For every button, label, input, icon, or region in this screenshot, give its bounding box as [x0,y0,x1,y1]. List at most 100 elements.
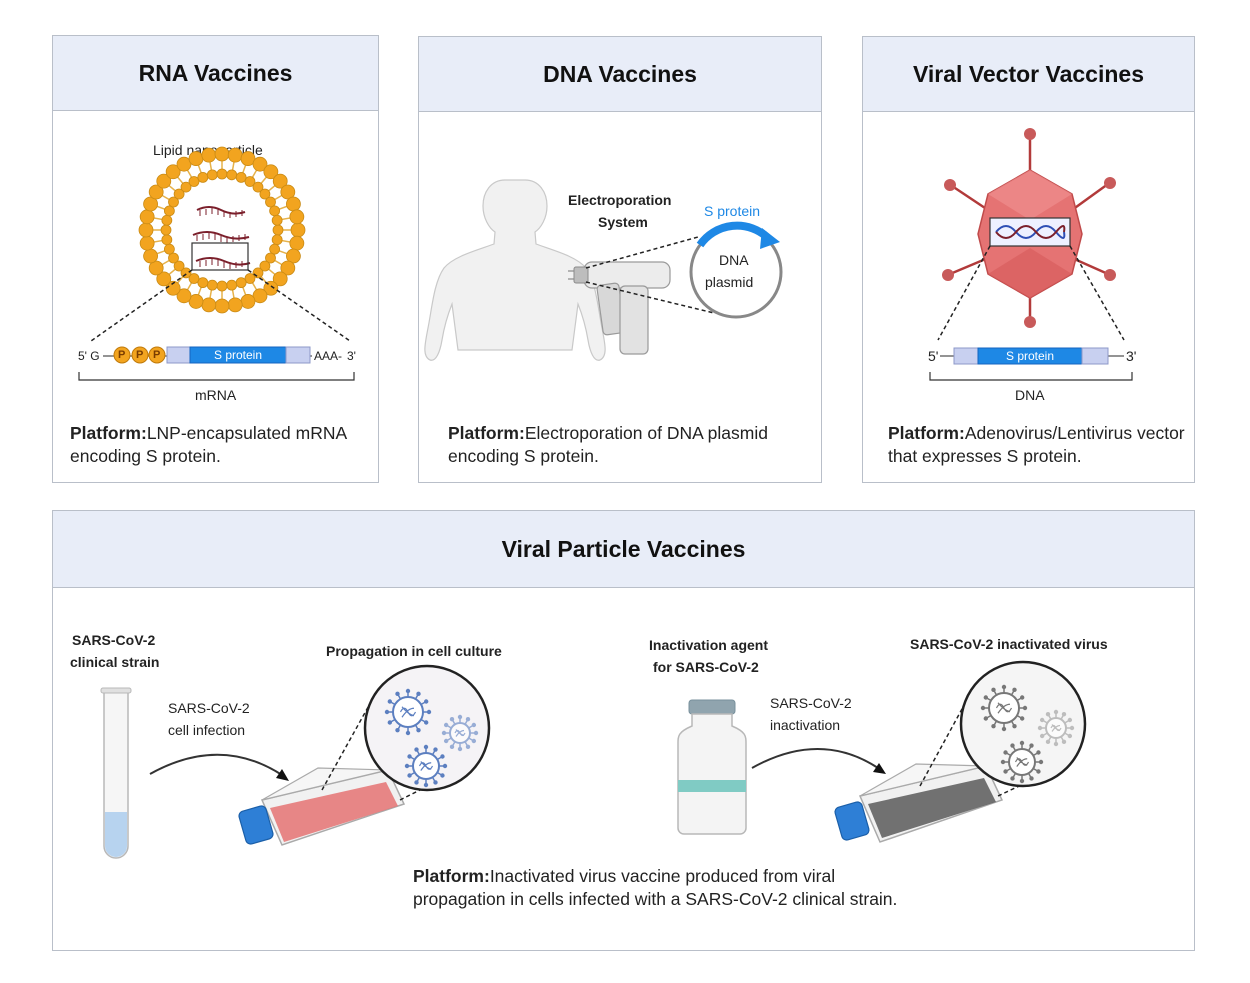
infection-arrow-head [276,769,289,781]
virus-particle-icon [404,744,448,788]
dna-panel-title: DNA Vaccines [419,37,821,112]
rna-strand-label: mRNA [195,387,237,403]
test-tube-icon [100,687,132,859]
lipid-head [259,260,271,272]
inactivated-virus-group [980,684,1075,784]
lipid-head [286,248,301,264]
lipid-head [259,188,271,200]
inactivation-label-line1: SARS-CoV-2 [770,695,852,711]
rna-platform-body: LNP-encapsulated mRNA encoding S protein… [70,423,347,467]
particle-platform-heading: Platform: [413,866,490,886]
inactivation-arrow [751,748,879,769]
virus-particle-icon [441,714,479,752]
vector-three-prime: 3' [1126,348,1137,364]
particle-platform-line2: propagation in cells infected with a SAR… [413,889,898,910]
strain-label-line2: clinical strain [70,654,160,670]
lipid-bilayer-beads [138,146,306,314]
rna-utr-right [285,346,311,364]
lipid-head [269,243,281,255]
rna-panel-title: RNA Vaccines [53,36,378,111]
lipid-head [265,196,276,208]
lipid-head [252,288,268,304]
strain-label-line1: SARS-CoV-2 [72,632,156,648]
vector-zoom-line-left [937,245,991,341]
mrna-bracket [78,372,355,381]
vector-panel-title: Viral Vector Vaccines [863,37,1194,112]
lipid-head [240,151,256,166]
lipid-head [280,260,296,276]
lipid-head [271,214,283,226]
lipid-head [188,273,200,284]
inactivation-arrow-head [873,763,886,774]
lipid-head [176,156,192,172]
lipid-head [252,181,264,193]
lipid-head [197,277,209,289]
rna-poly-a: AAA- [314,349,343,363]
virus-particle-icon [1000,740,1044,784]
lipid-head [289,209,305,225]
lipid-head [173,260,185,272]
virus-particle-icon [980,684,1028,732]
culture-zoom-circle [363,664,491,792]
lipid-head [163,205,175,217]
virus-particle-icon [384,688,432,736]
gene-arrow-head [760,228,780,249]
infection-label-line1: SARS-CoV-2 [168,700,250,716]
cell-culture-flask-pink-icon [238,767,406,846]
dna-platform-text: Platform:Electroporation of DNA plasmid … [448,422,808,469]
adenovirus-fiber-knobs [942,128,1116,328]
lipid-head [244,273,256,284]
vector-platform-body: Adenovirus/Lentivirus vector that expres… [888,423,1185,467]
gene-arrow-arc [696,221,771,248]
lipid-head [265,252,276,264]
vector-flank-right [1081,347,1109,365]
rna-platform-heading: Platform: [70,423,147,443]
dna-platform-body: Electroporation of DNA plasmid encoding … [448,423,768,467]
vector-strand-label: DNA [1015,387,1045,403]
flask2-zoom-line-a [919,697,969,787]
dna-helix-icon [995,225,1066,239]
plasmid-line2: plasmid [705,274,754,290]
cap-circles [113,346,166,364]
lipid-head [252,156,268,172]
particle-panel-title: Viral Particle Vaccines [53,511,1194,588]
lipid-head [263,280,279,296]
lipid-head [148,184,164,200]
lipid-head [263,164,279,180]
inactivated-virus-label: SARS-CoV-2 inactivated virus [910,636,1108,652]
vector-gene-label: S protein [1005,349,1055,363]
culture-virus-group [384,688,479,788]
infection-label-line2: cell infection [168,722,246,738]
rna-vaccines-panel: RNA Vaccines [52,35,379,483]
cell-culture-flask-grey-icon [834,763,1004,843]
particle-platform-line1: Inactivated virus vaccine produced from … [489,866,836,886]
lipid-head [143,196,158,212]
vector-platform-text: Platform:Adenovirus/Lentivirus vector th… [888,422,1188,469]
lipid-head [148,260,164,276]
rna-gene-label: S protein [213,348,263,362]
rna-three-prime: 3' [347,349,356,363]
lipid-head [165,164,181,180]
lipid-head [173,188,185,200]
propagation-label: Propagation in cell culture [326,643,502,659]
lipid-head [180,181,192,193]
mrna-strand-ticks [196,208,249,269]
lipid-head [168,252,179,264]
infection-arrow [149,753,283,776]
lipid-head [272,271,288,287]
human-torso-icon [424,179,606,361]
plasmid-line1: DNA [719,252,749,268]
device-label-line1: Electroporation [568,192,672,208]
lipid-head [280,184,296,200]
vector-bracket [929,372,1133,381]
vector-platform-heading: Platform: [888,423,965,443]
dna-gene-label: S protein [704,203,761,219]
mrna-strands-icon [192,206,251,266]
dna-platform-heading: Platform: [448,423,525,443]
virus-particle-icon [1037,709,1075,747]
lipid-head [168,196,179,208]
inactivation-label-line2: inactivation [770,717,841,733]
